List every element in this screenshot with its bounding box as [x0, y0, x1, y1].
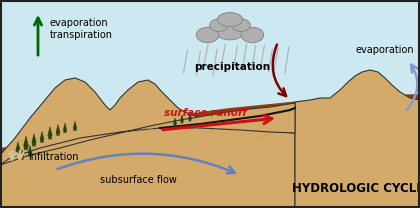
- Polygon shape: [28, 149, 31, 155]
- Polygon shape: [16, 142, 20, 151]
- Polygon shape: [32, 134, 36, 143]
- Polygon shape: [40, 131, 44, 139]
- Text: evaporation
transpiration: evaporation transpiration: [50, 18, 113, 40]
- Polygon shape: [56, 128, 60, 134]
- Ellipse shape: [241, 27, 264, 43]
- Ellipse shape: [215, 20, 245, 40]
- Polygon shape: [74, 124, 76, 129]
- Polygon shape: [63, 123, 67, 130]
- Text: HYDROLOGIC CYCLE: HYDROLOGIC CYCLE: [292, 182, 420, 195]
- Polygon shape: [56, 124, 60, 132]
- Polygon shape: [173, 118, 176, 124]
- Polygon shape: [32, 137, 36, 144]
- Ellipse shape: [232, 19, 250, 31]
- Ellipse shape: [218, 13, 243, 27]
- Polygon shape: [48, 130, 52, 137]
- Polygon shape: [20, 150, 24, 157]
- Polygon shape: [28, 145, 32, 154]
- Polygon shape: [21, 153, 24, 158]
- Polygon shape: [48, 134, 52, 139]
- Polygon shape: [63, 126, 66, 131]
- Polygon shape: [0, 103, 295, 165]
- Polygon shape: [48, 127, 52, 136]
- Polygon shape: [57, 131, 59, 135]
- Text: infiltration: infiltration: [28, 152, 79, 162]
- Ellipse shape: [197, 27, 219, 43]
- Polygon shape: [24, 136, 29, 146]
- Polygon shape: [189, 113, 192, 119]
- Text: subsurface flow: subsurface flow: [100, 175, 177, 185]
- Polygon shape: [24, 144, 28, 150]
- Polygon shape: [21, 156, 23, 160]
- Text: surface runoff: surface runoff: [163, 108, 247, 118]
- Polygon shape: [29, 152, 32, 156]
- Polygon shape: [0, 94, 420, 208]
- Text: precipitation: precipitation: [194, 62, 270, 72]
- Polygon shape: [181, 117, 183, 122]
- Polygon shape: [189, 118, 191, 121]
- Polygon shape: [181, 115, 184, 121]
- Polygon shape: [189, 115, 191, 120]
- Polygon shape: [64, 129, 66, 133]
- Polygon shape: [0, 78, 295, 208]
- Polygon shape: [32, 141, 36, 146]
- Text: evaporation: evaporation: [356, 45, 414, 55]
- Polygon shape: [174, 123, 176, 126]
- Polygon shape: [16, 149, 20, 154]
- Polygon shape: [295, 97, 420, 208]
- Polygon shape: [24, 140, 28, 148]
- Ellipse shape: [210, 19, 228, 31]
- Polygon shape: [74, 126, 76, 131]
- Polygon shape: [41, 138, 43, 142]
- Polygon shape: [40, 135, 44, 141]
- Polygon shape: [73, 121, 77, 128]
- Polygon shape: [181, 119, 183, 123]
- Polygon shape: [295, 70, 420, 208]
- Polygon shape: [174, 120, 176, 125]
- Polygon shape: [16, 145, 20, 152]
